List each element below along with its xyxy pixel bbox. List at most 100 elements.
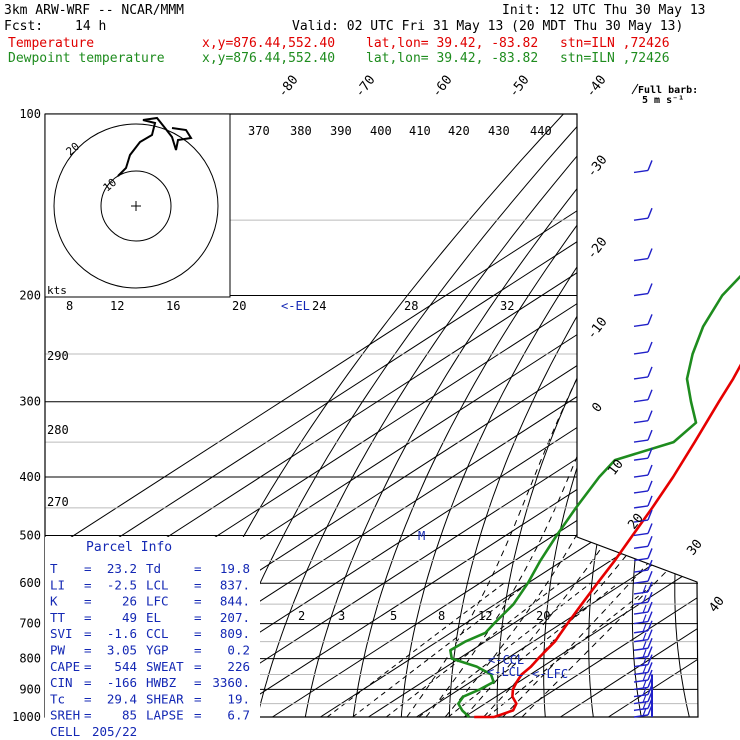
wind-barb-flag xyxy=(647,591,653,603)
parcel-value: 544 xyxy=(114,659,137,674)
header-fcst-value: 14 h xyxy=(75,19,106,34)
pressure-tick-label: 100 xyxy=(19,107,41,121)
parcel-eq: = xyxy=(194,675,202,690)
parcel-key: SWEAT xyxy=(146,659,184,674)
moist-adiabat-label: 20 xyxy=(232,299,246,313)
dry-adiabat-label: 430 xyxy=(488,124,510,138)
parcel-eq: = xyxy=(84,626,92,641)
mixing-ratio-label: 3 xyxy=(338,609,345,623)
isotherm-label: -40 xyxy=(583,73,609,101)
header-fcst-label: Fcst: xyxy=(4,19,43,34)
pressure-tick-label: 800 xyxy=(19,652,41,666)
wind-barb-staff xyxy=(633,557,649,562)
parcel-key: HWBZ xyxy=(146,675,177,690)
wind-barb-flag xyxy=(642,584,647,594)
hodograph-units-label: kts xyxy=(47,284,67,297)
wind-barb-staff xyxy=(633,714,649,718)
wind-barbs xyxy=(633,160,653,718)
wind-barb-flag xyxy=(647,464,653,476)
mixing-ratio-label: 8 xyxy=(438,609,445,623)
wind-barb-staff xyxy=(633,580,649,584)
mixing-ratio-label: 12 xyxy=(478,609,492,623)
parcel-key: SHEAR xyxy=(146,691,184,706)
moist-adiabat-label: 12 xyxy=(110,299,124,313)
wind-barb-flag xyxy=(647,389,653,400)
wind-barb xyxy=(633,447,653,461)
isotherm-line xyxy=(464,114,698,717)
isotherm-label: -70 xyxy=(352,73,378,101)
dry-adiabat-label: 290 xyxy=(47,349,69,363)
isotherm-line xyxy=(608,114,698,717)
isotherm-label: -30 xyxy=(584,153,610,181)
wind-barb-flag xyxy=(647,248,653,259)
wind-barb-flag xyxy=(642,687,647,696)
wind-barb-staff xyxy=(633,591,649,595)
parcel-key: T xyxy=(50,561,58,576)
hodograph-ring-outer xyxy=(53,123,219,289)
parcel-eq: = xyxy=(84,708,92,723)
parcel-eq: = xyxy=(84,643,92,658)
dry-adiabat xyxy=(205,114,589,717)
wind-barb-flag xyxy=(647,341,653,353)
parcel-key: LCL xyxy=(146,577,169,592)
parcel-value: -1.6 xyxy=(107,626,137,641)
isotherm-label: -50 xyxy=(506,73,532,101)
wind-barb-staff xyxy=(633,376,649,380)
parcel-value: 6.7 xyxy=(227,708,250,723)
wind-barb-flag xyxy=(642,680,647,689)
legend-dewpoint-name: Dewpoint temperature xyxy=(8,51,165,66)
wind-barb-staff xyxy=(633,679,649,683)
isotherm-label: 10 xyxy=(605,457,626,479)
parcel-value: 837. xyxy=(220,577,250,592)
wind-barb xyxy=(633,283,653,297)
parcel-value: 19.8 xyxy=(220,561,250,576)
legend-dewpoint-stn: stn=ILN ,72426 xyxy=(560,51,670,66)
parcel-key: CCL xyxy=(146,626,169,641)
dry-adiabat-label: 390 xyxy=(330,124,352,138)
dewpoint-line xyxy=(449,274,740,718)
parcel-value: 23.2 xyxy=(107,561,137,576)
wind-barb-flag xyxy=(642,694,647,703)
wind-barb-flag xyxy=(647,447,653,459)
parcel-value: 3.05 xyxy=(107,643,137,658)
wind-barb xyxy=(633,654,653,668)
mixing-ratio-label: 2 xyxy=(298,609,305,623)
dry-adiabat xyxy=(588,114,698,717)
wind-barb-staff xyxy=(633,419,649,424)
legend-dewpoint-latlon: lat,lon= 39.42, -83.82 xyxy=(366,51,538,66)
parcel-value: 207. xyxy=(220,610,250,625)
dry-adiabat-label: 370 xyxy=(248,124,270,138)
parcel-key: TT xyxy=(50,610,66,625)
wind-barb xyxy=(633,523,653,537)
dry-adiabat xyxy=(496,114,698,717)
moist-adiabat xyxy=(502,295,698,717)
wind-barb xyxy=(633,601,653,615)
wind-barb-flag xyxy=(647,548,653,559)
chart-labels: -80 -70 -60 -50 -40 -30 -20 -10 0 10 20 30 40 370 380 3… xyxy=(4,3,728,681)
wind-barb xyxy=(633,410,653,424)
chart-annotation: <-CCL xyxy=(488,653,524,667)
wind-barb-flag xyxy=(647,601,653,613)
wind-barb xyxy=(633,629,653,643)
pressure-tick-label: 700 xyxy=(19,617,41,631)
legend-temperature-xy: x,y=876.44,552.40 xyxy=(202,36,335,51)
parcel-value: 844. xyxy=(220,594,250,609)
isotherm-label: 40 xyxy=(706,594,727,616)
wind-barb-staff xyxy=(633,545,649,549)
dry-adiabat xyxy=(448,114,698,717)
isotherm-label: 0 xyxy=(589,400,606,415)
mixing-ratio-line xyxy=(385,582,561,717)
wind-barb xyxy=(633,669,653,683)
parcel-value: 49 xyxy=(122,610,137,625)
parcel-cell-value: 205/22 xyxy=(92,724,137,739)
header-model: 3km ARW-WRF -- NCAR/MMM xyxy=(4,3,184,18)
pressure-tick-label: 600 xyxy=(19,576,41,590)
wind-barb-staff xyxy=(633,532,649,537)
parcel-eq: = xyxy=(84,659,92,674)
moist-adiabat-label: 32 xyxy=(500,299,514,313)
wind-barb-flag xyxy=(647,314,653,325)
parcel-eq: = xyxy=(194,626,202,641)
parcel-eq: = xyxy=(194,577,202,592)
wind-barb-staff xyxy=(633,399,649,403)
